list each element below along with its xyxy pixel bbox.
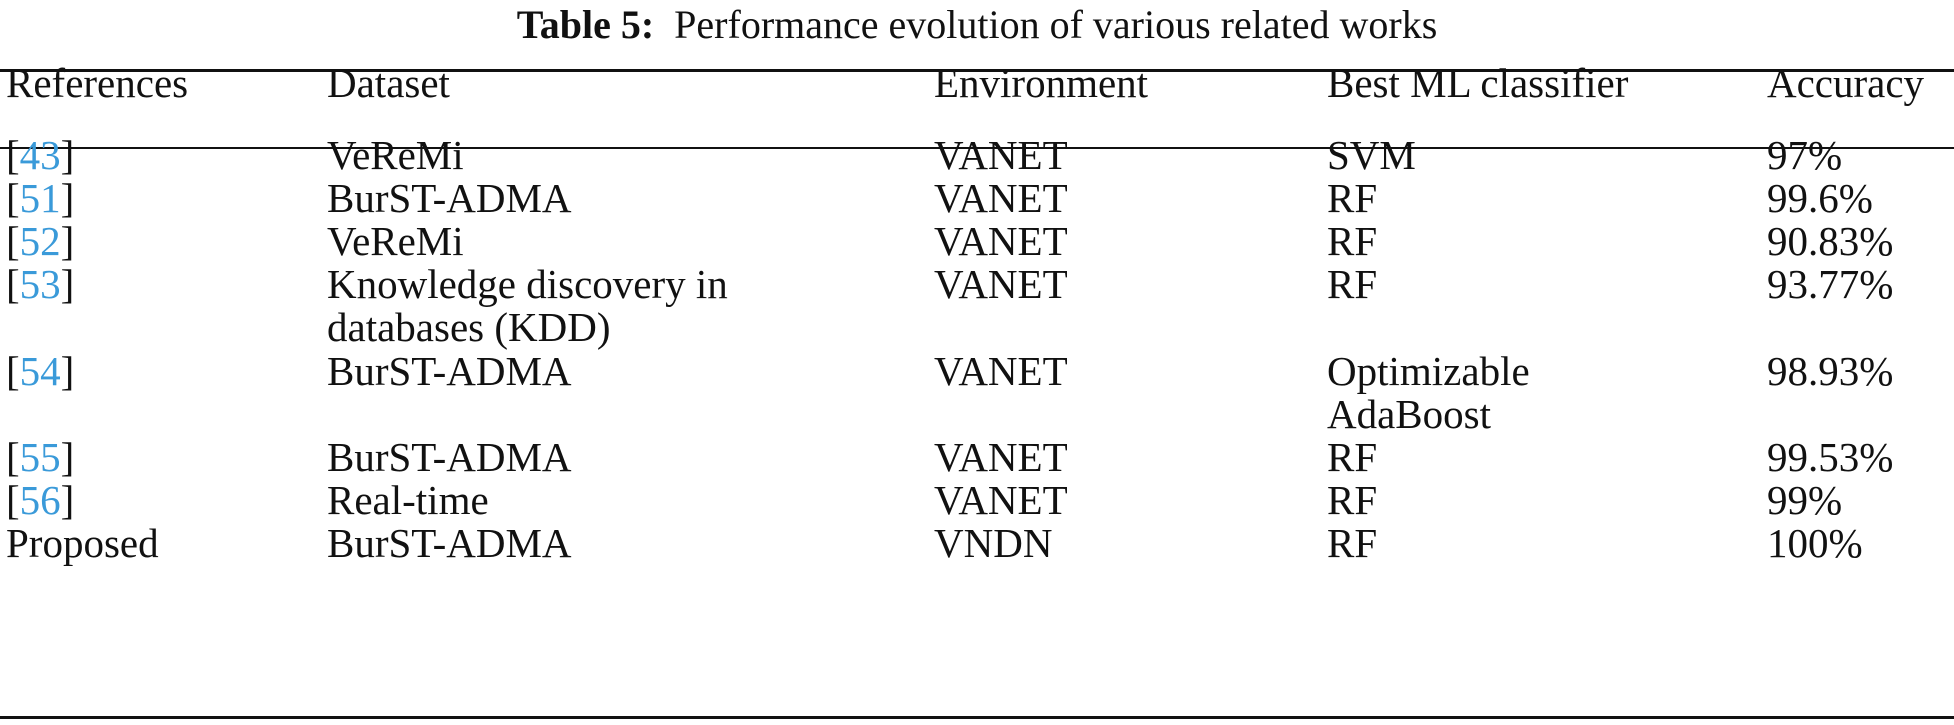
classifier-line: RF: [1327, 434, 1378, 480]
reference-cell: [53]: [6, 257, 74, 311]
bracket-close: ]: [60, 434, 75, 480]
classifier-line: Optimizable: [1327, 348, 1530, 394]
classifier-cell: RF: [1327, 516, 1377, 570]
reference-link[interactable]: 43: [19, 132, 61, 178]
classifier-line: RF: [1327, 477, 1378, 523]
header-classifier: Best ML classifier: [1327, 60, 1629, 106]
environment-cell: VANET: [934, 348, 1068, 394]
header-references: References: [6, 60, 189, 106]
environment-cell: VANET: [934, 477, 1068, 523]
environment-cell: VANET: [934, 132, 1068, 178]
dataset-line: Real-time: [327, 477, 489, 523]
bracket-close: ]: [60, 477, 75, 523]
reference-cell: [56]: [6, 473, 74, 527]
dataset-line: VeReMi: [327, 132, 464, 178]
reference-cell: [54]: [6, 344, 74, 398]
bracket-close: ]: [60, 348, 75, 394]
reference-cell: [55]: [6, 430, 74, 484]
dataset-line: BurST-ADMA: [327, 348, 572, 394]
dataset-cell: Real-time: [327, 473, 489, 527]
classifier-cell: RF: [1327, 214, 1377, 268]
classifier-line: RF: [1327, 175, 1378, 221]
reference-cell: [51]: [6, 171, 74, 225]
classifier-cell: Optimizable AdaBoost: [1327, 344, 1530, 441]
classifier-line: RF: [1327, 261, 1378, 307]
table-caption-label: Table 5:: [516, 2, 655, 47]
dataset-line: BurST-ADMA: [327, 434, 572, 480]
accuracy-cell: 99.53%: [1767, 434, 1894, 480]
accuracy-cell: 99.6%: [1767, 175, 1873, 221]
accuracy-cell: 90.83%: [1767, 218, 1894, 264]
dataset-line: VeReMi: [327, 218, 464, 264]
environment-cell: VNDN: [934, 520, 1053, 566]
reference-link[interactable]: 56: [19, 477, 61, 523]
table-caption-text: Performance evolution of various related…: [674, 2, 1438, 47]
bracket-open: [: [6, 348, 20, 394]
dataset-line: BurST-ADMA: [327, 520, 572, 566]
reference-link[interactable]: 54: [19, 348, 61, 394]
bracket-close: ]: [60, 218, 75, 264]
table-header-rule: [0, 147, 1954, 149]
reference-cell: [52]: [6, 214, 74, 268]
dataset-line: databases (KDD): [327, 304, 611, 350]
dataset-cell: BurST-ADMA: [327, 344, 572, 398]
dataset-cell: BurST-ADMA: [327, 430, 572, 484]
bracket-open: [: [6, 434, 20, 480]
header-environment: Environment: [934, 60, 1149, 106]
dataset-line: BurST-ADMA: [327, 175, 572, 221]
classifier-line: AdaBoost: [1327, 391, 1491, 437]
reference-cell: Proposed: [6, 520, 159, 566]
reference-link[interactable]: 55: [19, 434, 61, 480]
accuracy-cell: 99%: [1767, 477, 1843, 523]
bracket-open: [: [6, 175, 20, 221]
bracket-close: ]: [60, 132, 75, 178]
classifier-cell: RF: [1327, 171, 1377, 225]
table-top-rule: [0, 69, 1954, 72]
environment-cell: VANET: [934, 434, 1068, 480]
environment-cell: VANET: [934, 175, 1068, 221]
bracket-open: [: [6, 261, 20, 307]
accuracy-cell: 100%: [1767, 520, 1863, 566]
header-dataset: Dataset: [327, 60, 450, 106]
classifier-line: RF: [1327, 218, 1378, 264]
dataset-cell: BurST-ADMA: [327, 516, 572, 570]
table-caption: Table 5: Performance evolution of variou…: [0, 0, 1954, 56]
bracket-open: [: [6, 477, 20, 523]
dataset-cell: VeReMi: [327, 128, 464, 182]
environment-cell: VANET: [934, 261, 1068, 307]
bracket-close: ]: [60, 175, 75, 221]
dataset-cell: Knowledge discovery in databases (KDD): [327, 257, 728, 354]
classifier-cell: RF: [1327, 430, 1377, 484]
reference-link[interactable]: 51: [19, 175, 61, 221]
reference-link[interactable]: 53: [19, 261, 61, 307]
classifier-cell: SVM: [1327, 128, 1416, 182]
dataset-cell: VeReMi: [327, 214, 464, 268]
reference-link[interactable]: 52: [19, 218, 61, 264]
bracket-open: [: [6, 218, 20, 264]
bracket-open: [: [6, 132, 20, 178]
accuracy-cell: 93.77%: [1767, 261, 1894, 307]
classifier-cell: RF: [1327, 473, 1377, 527]
classifier-line: RF: [1327, 520, 1378, 566]
header-accuracy: Accuracy: [1767, 60, 1925, 106]
dataset-line: Knowledge discovery in: [327, 261, 728, 307]
classifier-cell: RF: [1327, 257, 1377, 311]
classifier-line: SVM: [1327, 132, 1416, 178]
accuracy-cell: 98.93%: [1767, 348, 1894, 394]
accuracy-cell: 97%: [1767, 132, 1843, 178]
reference-cell: [43]: [6, 128, 74, 182]
dataset-cell: BurST-ADMA: [327, 171, 572, 225]
environment-cell: VANET: [934, 218, 1068, 264]
table-bottom-rule: [0, 716, 1954, 719]
bracket-close: ]: [60, 261, 75, 307]
